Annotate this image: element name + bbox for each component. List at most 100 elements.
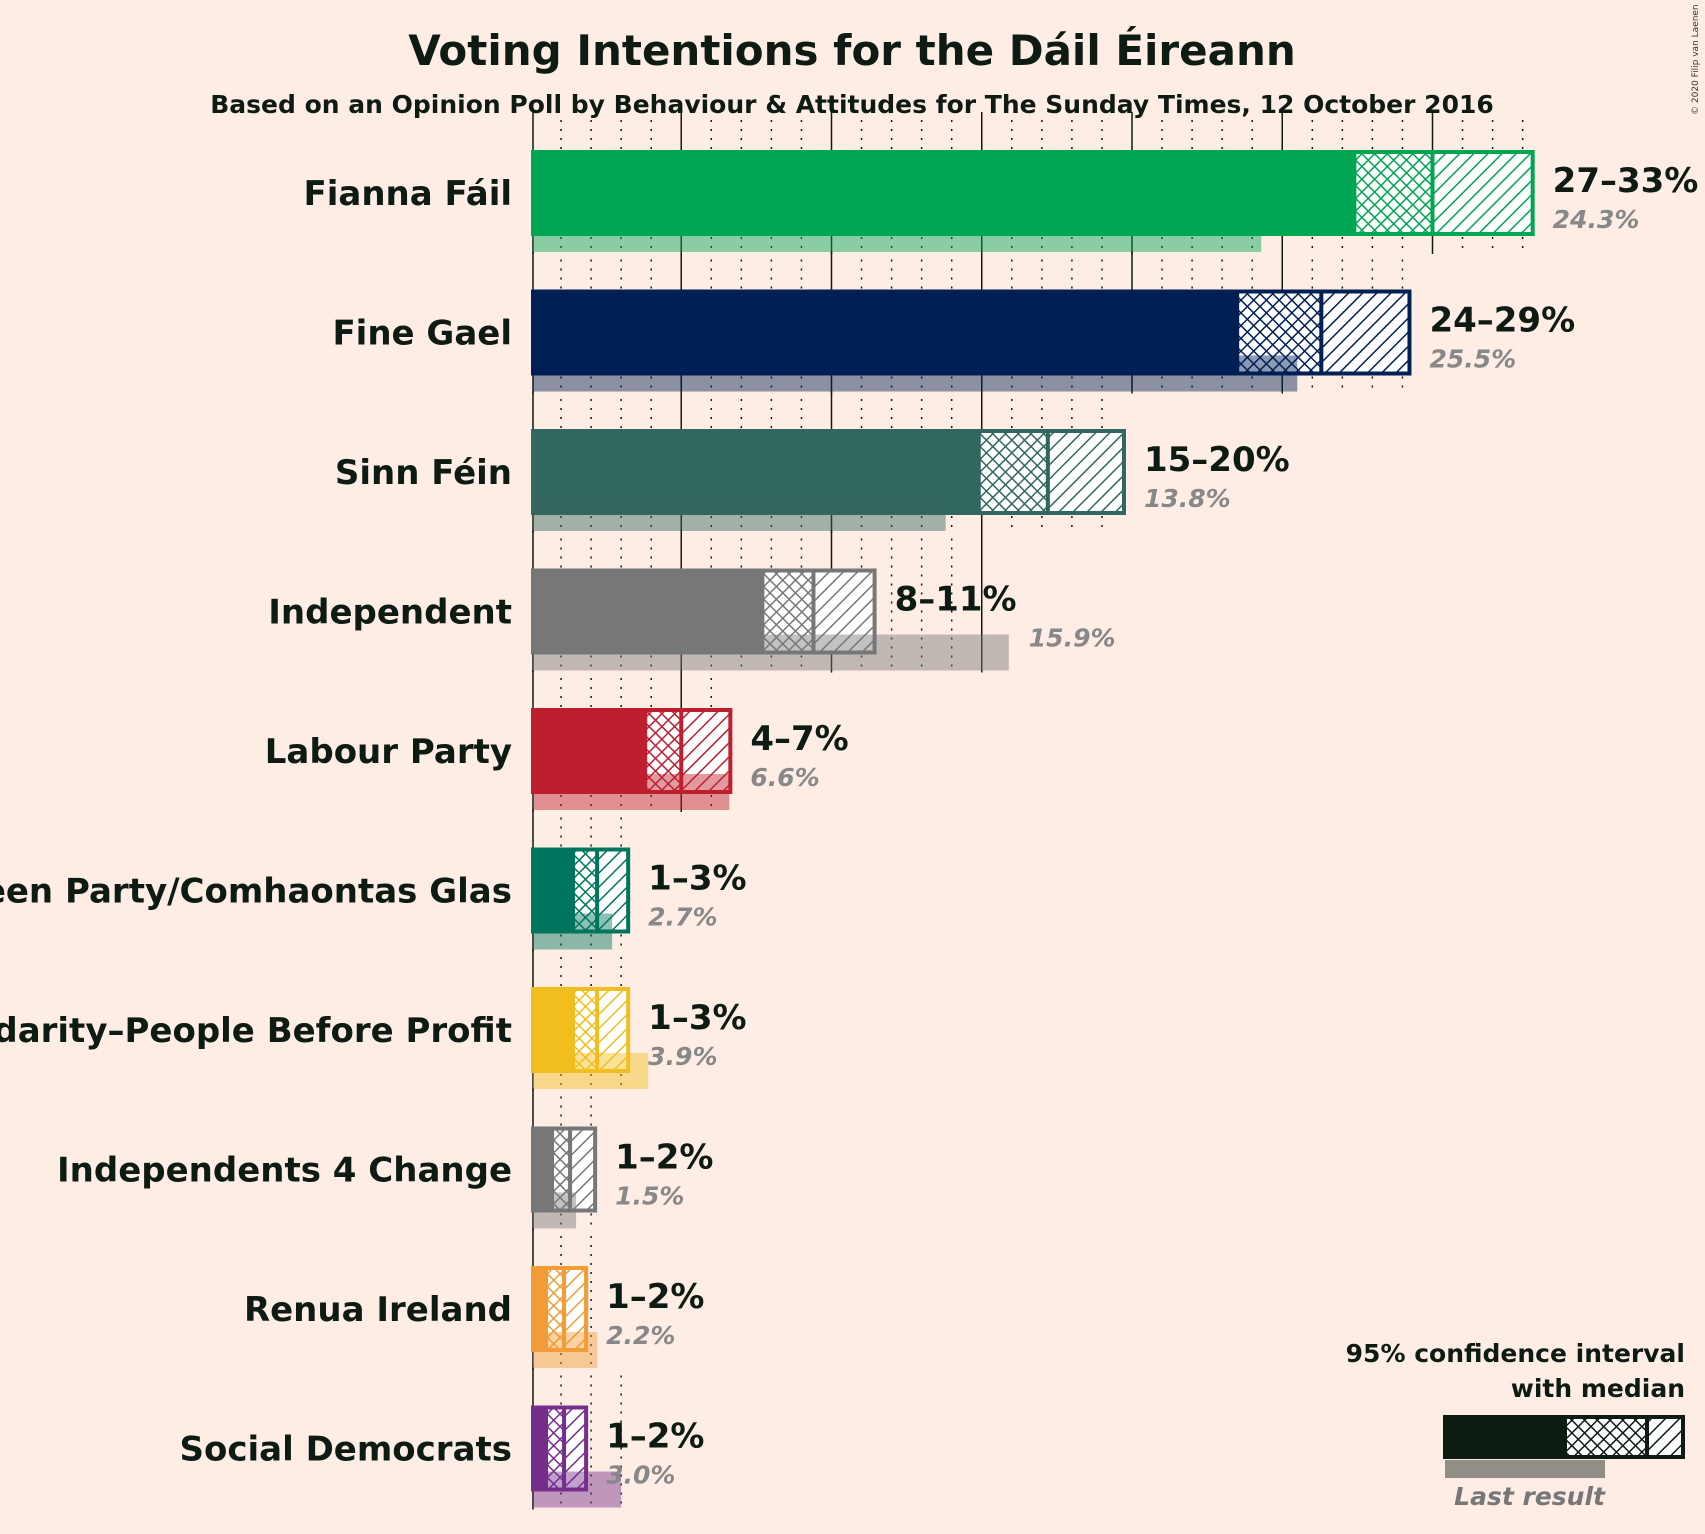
range-label: 1–2% <box>606 1277 704 1317</box>
last-result-bar <box>533 1053 649 1089</box>
ci-upper-half <box>564 1266 589 1352</box>
ci-solid-bar <box>531 847 574 934</box>
ci-upper-half <box>570 1126 598 1213</box>
ci-solid-bar <box>531 1405 547 1492</box>
party-label: Fine Gael <box>332 314 512 354</box>
legend-last-result-swatch <box>1445 1460 1605 1478</box>
range-label: 1–2% <box>606 1417 704 1457</box>
party-row: Social Democrats 1–2% 3.0% <box>179 1367 704 1510</box>
last-result-label: 15.9% <box>1029 624 1116 653</box>
last-result-label: 25.5% <box>1429 345 1516 374</box>
party-label: Labour Party <box>265 732 512 772</box>
last-result-bar <box>533 913 613 950</box>
party-row: Independent 8–11% 15.9% <box>268 530 1116 673</box>
range-label: 15–20% <box>1144 440 1290 480</box>
last-result-label: 1.5% <box>615 1182 684 1211</box>
ci-upper-half <box>597 987 631 1073</box>
plot-area: Fianna Fáil 27–33% 24.3% Fine Gael 24–29% 25.… <box>0 112 1698 1510</box>
party-label: Fianna Fáil <box>304 174 513 214</box>
party-row: Fine Gael 24–29% 25.5% <box>332 251 1575 394</box>
ci-lower-half <box>546 1266 565 1352</box>
last-result-bar <box>533 216 1262 252</box>
chart-title: Voting Intentions for the Dáil Éireann <box>408 25 1296 75</box>
party-row: Fianna Fáil 27–33% 24.3% <box>304 112 1699 254</box>
last-result-label: 3.0% <box>606 1461 675 1490</box>
party-label: Solidarity–People Before Profit <box>0 1011 512 1051</box>
party-row: Independents 4 Change 1–2% 1.5% <box>57 1088 714 1231</box>
ci-solid-bar <box>531 150 1355 236</box>
ci-lower-half <box>645 708 682 794</box>
ci-solid-bar <box>531 568 763 655</box>
last-result-bar <box>533 1332 598 1368</box>
legend-ci-outline <box>1563 1415 1685 1459</box>
ci-outline <box>571 847 631 934</box>
ci-outline <box>550 1126 598 1213</box>
party-label: Sinn Féin <box>335 453 512 493</box>
party-row: Solidarity–People Before Profit 1–3% 3.9% <box>0 949 747 1091</box>
ci-lower-half <box>552 1126 571 1213</box>
ci-lower-half <box>1237 289 1322 376</box>
ci-outline <box>976 429 1126 515</box>
ci-solid-bar <box>531 429 979 515</box>
last-result-label: 2.7% <box>648 903 717 932</box>
ci-outline <box>1352 150 1535 236</box>
last-result-bar <box>533 495 946 531</box>
ci-upper-half <box>1432 150 1535 236</box>
last-result-label: 2.2% <box>606 1321 675 1350</box>
ci-lower-half <box>573 987 598 1073</box>
party-row: Sinn Féin 15–20% 13.8% <box>335 391 1290 533</box>
range-label: 4–7% <box>750 719 848 759</box>
range-label: 1–2% <box>615 1138 713 1178</box>
ci-outline <box>760 568 877 655</box>
ci-upper-half <box>1047 429 1126 515</box>
legend-last-result-label: Last result <box>1454 1482 1606 1511</box>
ci-upper-half <box>1321 289 1412 376</box>
party-label: Green Party/Comhaontas Glas <box>0 872 512 912</box>
ci-lower-half <box>573 847 598 934</box>
last-result-bar <box>533 1192 577 1229</box>
ci-outline <box>544 1405 589 1492</box>
last-result-bar <box>533 1471 622 1508</box>
legend-ci-label: 95% confidence interval <box>1346 1339 1685 1368</box>
ci-solid-bar <box>531 1266 547 1352</box>
ci-lower-half <box>546 1405 565 1492</box>
ci-upper-half <box>564 1405 589 1492</box>
party-row: Renua Ireland 1–2% 2.2% <box>244 1228 704 1370</box>
ci-upper-half <box>597 847 631 934</box>
party-label: Renua Ireland <box>244 1290 512 1330</box>
ci-outline <box>571 987 631 1073</box>
ci-solid-bar <box>531 1126 553 1213</box>
ci-upper-half <box>813 568 877 655</box>
legend: 95% confidence interval with median Last… <box>1346 1339 1685 1511</box>
chart-subtitle: Based on an Opinion Poll by Behaviour & … <box>210 90 1494 119</box>
ci-outline <box>1235 289 1412 376</box>
ci-lower-half <box>762 568 814 655</box>
legend-cross-swatch <box>1565 1415 1647 1459</box>
ci-lower-half <box>978 429 1048 515</box>
range-label: 24–29% <box>1429 301 1575 341</box>
range-label: 1–3% <box>648 998 746 1038</box>
party-label: Social Democrats <box>179 1430 512 1470</box>
range-label: 1–3% <box>648 859 746 899</box>
ci-outline <box>643 708 733 794</box>
ci-solid-bar <box>531 289 1238 376</box>
party-row: Green Party/Comhaontas Glas 1–3% 2.7% <box>0 809 747 952</box>
party-label: Independents 4 Change <box>57 1151 512 1191</box>
ci-lower-half <box>1354 150 1433 236</box>
party-label: Independent <box>268 593 512 633</box>
party-row: Labour Party 4–7% 6.6% <box>265 670 849 812</box>
last-result-bar <box>533 774 730 810</box>
range-label: 8–11% <box>895 580 1017 620</box>
legend-median-label: with median <box>1511 1374 1685 1403</box>
legend-solid-swatch <box>1443 1415 1565 1459</box>
last-result-label: 24.3% <box>1553 205 1640 234</box>
last-result-bar <box>533 634 1009 671</box>
legend-hatch-swatch <box>1647 1415 1685 1459</box>
last-result-label: 3.9% <box>648 1042 717 1071</box>
last-result-bar <box>533 355 1298 392</box>
range-label: 27–33% <box>1553 161 1699 201</box>
last-result-label: 6.6% <box>750 763 819 792</box>
ci-solid-bar <box>531 987 574 1073</box>
last-result-label: 13.8% <box>1144 484 1231 513</box>
